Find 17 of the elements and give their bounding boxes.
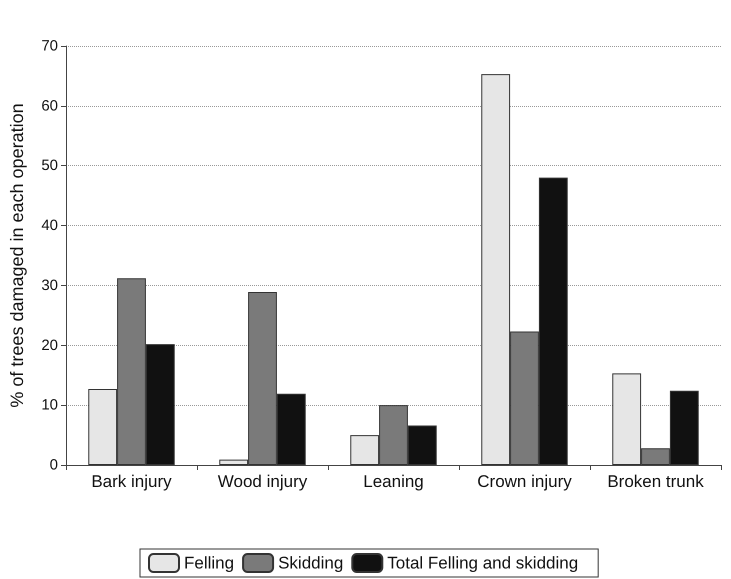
y-axis-title: % of trees damaged in each operation (7, 103, 27, 408)
y-tick-label: 40 (41, 217, 58, 234)
legend-label: Skidding (278, 554, 344, 572)
legend-label: Total Felling and skidding (387, 554, 578, 572)
y-tick-label: 10 (41, 396, 58, 414)
x-tick-label: Crown injury (477, 472, 572, 491)
legend-label: Felling (184, 554, 234, 572)
x-tick-label: Bark injury (91, 472, 172, 491)
y-tick-label: 60 (41, 97, 58, 114)
x-tick-label: Wood injury (218, 472, 308, 491)
y-tick-label: 70 (41, 38, 58, 54)
y-tick-label: 0 (50, 456, 58, 474)
y-tick-label: 50 (41, 157, 58, 174)
x-tick-label: Leaning (363, 472, 424, 491)
y-tick-label: 20 (41, 336, 58, 354)
y-tick-label: 30 (41, 276, 58, 294)
x-tick-label: Broken trunk (607, 472, 704, 491)
